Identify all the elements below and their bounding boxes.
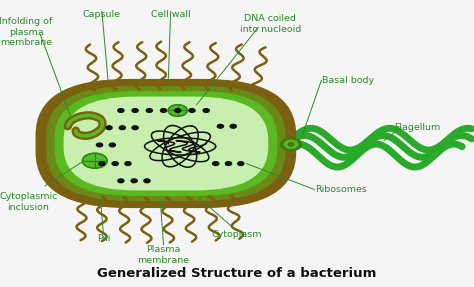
Circle shape <box>125 162 131 165</box>
Circle shape <box>189 109 195 112</box>
Circle shape <box>109 143 115 147</box>
Text: Plasma
membrane: Plasma membrane <box>137 245 190 265</box>
FancyBboxPatch shape <box>36 79 296 208</box>
Text: DNA coiled
into nucleoid: DNA coiled into nucleoid <box>239 14 301 34</box>
Text: Cytoplasmic
inclusion: Cytoplasmic inclusion <box>0 192 58 212</box>
Circle shape <box>174 109 181 112</box>
Circle shape <box>106 126 112 129</box>
Circle shape <box>118 109 124 112</box>
Circle shape <box>82 153 107 168</box>
Circle shape <box>119 126 125 129</box>
Text: Capsule: Capsule <box>83 10 121 19</box>
Circle shape <box>146 109 152 112</box>
Text: Flagellum: Flagellum <box>394 123 440 132</box>
Circle shape <box>217 124 224 128</box>
Text: Basal body: Basal body <box>322 76 374 85</box>
Circle shape <box>168 105 187 116</box>
Circle shape <box>96 143 102 147</box>
Text: Ribosomes: Ribosomes <box>315 185 367 194</box>
Circle shape <box>144 179 150 183</box>
Text: Cell wall: Cell wall <box>151 10 191 19</box>
Circle shape <box>203 109 209 112</box>
Circle shape <box>237 162 244 165</box>
Circle shape <box>131 179 137 183</box>
Circle shape <box>281 138 301 151</box>
Circle shape <box>212 162 219 165</box>
Circle shape <box>132 126 138 129</box>
Circle shape <box>230 124 236 128</box>
Circle shape <box>160 109 166 112</box>
Text: Pili: Pili <box>97 234 110 243</box>
Circle shape <box>132 109 138 112</box>
FancyBboxPatch shape <box>64 96 268 191</box>
Circle shape <box>112 162 118 165</box>
FancyBboxPatch shape <box>55 91 277 196</box>
Circle shape <box>118 179 124 183</box>
Text: Cytoplasm: Cytoplasm <box>212 230 262 238</box>
Circle shape <box>99 162 105 165</box>
Circle shape <box>225 162 231 165</box>
Circle shape <box>288 143 294 146</box>
FancyBboxPatch shape <box>46 86 285 201</box>
Circle shape <box>284 140 298 148</box>
Text: Infolding of
plasma
membrane: Infolding of plasma membrane <box>0 17 53 47</box>
Text: Generalized Structure of a bacterium: Generalized Structure of a bacterium <box>97 267 377 280</box>
